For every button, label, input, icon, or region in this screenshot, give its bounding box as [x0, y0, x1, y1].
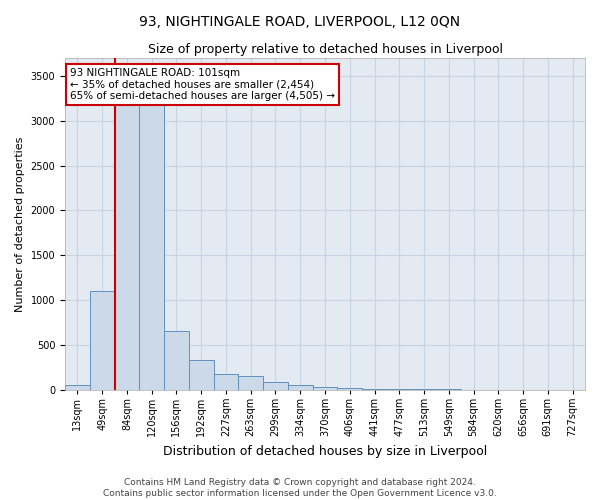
Text: Contains HM Land Registry data © Crown copyright and database right 2024.
Contai: Contains HM Land Registry data © Crown c… [103, 478, 497, 498]
Bar [313, 387, 337, 390]
Text: 93, NIGHTINGALE ROAD, LIVERPOOL, L12 0QN: 93, NIGHTINGALE ROAD, LIVERPOOL, L12 0QN [139, 15, 461, 29]
Bar [115, 80, 139, 390]
Y-axis label: Number of detached properties: Number of detached properties [15, 136, 25, 312]
Bar [90, 291, 115, 390]
Bar [65, 385, 90, 390]
Bar [337, 388, 362, 390]
Bar [288, 385, 313, 390]
Bar [238, 376, 263, 390]
X-axis label: Distribution of detached houses by size in Liverpool: Distribution of detached houses by size … [163, 444, 487, 458]
Title: Size of property relative to detached houses in Liverpool: Size of property relative to detached ho… [148, 42, 503, 56]
Bar [139, 80, 164, 390]
Bar [214, 374, 238, 390]
Bar [164, 332, 189, 390]
Bar [362, 389, 387, 390]
Bar [189, 360, 214, 390]
Bar [263, 382, 288, 390]
Text: 93 NIGHTINGALE ROAD: 101sqm
← 35% of detached houses are smaller (2,454)
65% of : 93 NIGHTINGALE ROAD: 101sqm ← 35% of det… [70, 68, 335, 101]
